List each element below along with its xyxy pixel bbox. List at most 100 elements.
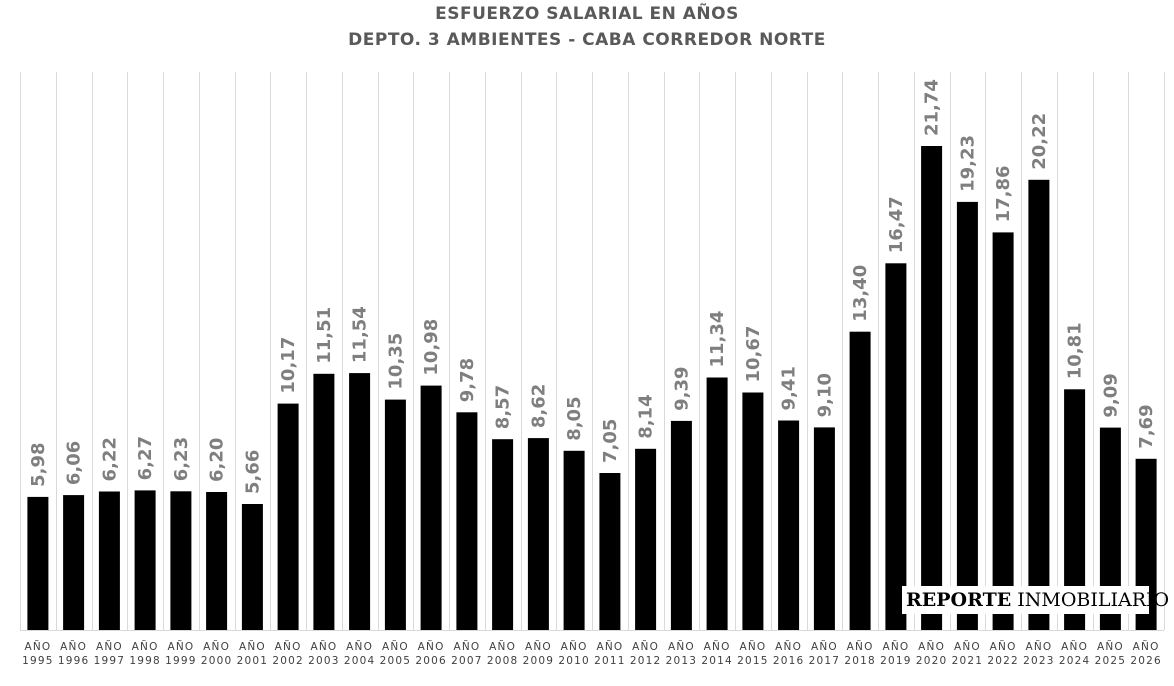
x-tick-label: 2024 — [1059, 655, 1091, 667]
data-label: 21,74 — [922, 79, 943, 136]
x-tick-label: 2011 — [594, 655, 626, 667]
bar — [921, 146, 943, 630]
data-label: 10,17 — [278, 337, 299, 394]
bar — [1064, 389, 1086, 630]
data-label: 6,27 — [135, 436, 156, 480]
x-tick-label: AÑO — [346, 640, 373, 653]
data-label: 6,06 — [64, 441, 85, 485]
data-label: 9,39 — [671, 366, 692, 410]
data-label: 11,51 — [314, 307, 335, 364]
data-label: 11,54 — [350, 306, 371, 363]
x-tick-label: 2018 — [844, 655, 876, 667]
bar — [635, 448, 657, 630]
chart-subtitle: DEPTO. 3 AMBIENTES - CABA CORREDOR NORTE — [348, 30, 826, 50]
x-tick-label: AÑO — [239, 640, 266, 653]
x-tick-label: 2012 — [630, 655, 662, 667]
x-tick-label: AÑO — [275, 640, 302, 653]
x-tick-label: AÑO — [489, 640, 516, 653]
data-label: 10,35 — [385, 333, 406, 390]
x-tick-label: AÑO — [668, 640, 695, 653]
x-tick-label: AÑO — [918, 640, 945, 653]
chart-title: ESFUERZO SALARIAL EN AÑOS — [435, 4, 739, 24]
x-tick-label: 1997 — [94, 655, 126, 667]
bar — [813, 427, 835, 630]
x-tick-label: AÑO — [596, 640, 623, 653]
x-tick-label: 2021 — [952, 655, 984, 667]
bar — [670, 420, 692, 630]
data-label: 19,23 — [957, 135, 978, 192]
x-tick-label: AÑO — [990, 640, 1017, 653]
bar — [778, 420, 800, 630]
data-label: 5,66 — [242, 450, 263, 494]
reporte-inmobiliario-logo: REPORTE INMOBILIARIO — [902, 586, 1169, 614]
x-tick-label: 2005 — [380, 655, 412, 667]
data-label: 9,41 — [779, 366, 800, 410]
data-label: 6,20 — [207, 438, 228, 482]
x-tick-label: AÑO — [203, 640, 230, 653]
x-tick-label: 2009 — [523, 655, 555, 667]
bar — [1028, 179, 1050, 631]
x-tick-label: 2010 — [558, 655, 590, 667]
bar — [456, 412, 478, 630]
x-tick-label: AÑO — [847, 640, 874, 653]
data-label: 8,05 — [564, 396, 585, 440]
x-tick-label: AÑO — [310, 640, 337, 653]
bar — [420, 385, 442, 630]
data-label: 9,78 — [457, 358, 478, 402]
bar — [492, 439, 514, 630]
x-tick-label: 1999 — [165, 655, 197, 667]
x-tick-label: 2014 — [701, 655, 733, 667]
x-tick-label: 2019 — [880, 655, 912, 667]
x-tick-label: 2025 — [1095, 655, 1127, 667]
x-tick-label: AÑO — [1133, 640, 1160, 653]
bar — [206, 492, 228, 630]
bar — [563, 450, 585, 630]
x-tick-label: AÑO — [739, 640, 766, 653]
data-label: 20,22 — [1029, 113, 1050, 170]
data-label: 8,14 — [636, 394, 657, 438]
x-tick-label: AÑO — [382, 640, 409, 653]
data-label: 8,62 — [528, 384, 549, 428]
x-tick-label: 2023 — [1023, 655, 1055, 667]
x-tick-label: AÑO — [632, 640, 659, 653]
data-label: 17,86 — [993, 165, 1014, 222]
bar — [956, 201, 978, 630]
x-tick-label: AÑO — [1061, 640, 1088, 653]
data-label: 7,69 — [1136, 404, 1157, 448]
x-tick-label: AÑO — [561, 640, 588, 653]
x-tick-label: AÑO — [453, 640, 480, 653]
x-tick-label: 1996 — [58, 655, 90, 667]
bar — [313, 373, 335, 630]
x-tick-label: 2001 — [237, 655, 269, 667]
x-tick-label: 2004 — [344, 655, 376, 667]
x-tick-label: AÑO — [954, 640, 981, 653]
x-tick-label: AÑO — [96, 640, 123, 653]
bar — [849, 331, 871, 630]
x-tick-label: AÑO — [1097, 640, 1124, 653]
x-tick-label: 1998 — [129, 655, 161, 667]
data-label: 7,05 — [600, 419, 621, 463]
bar — [27, 496, 49, 630]
data-label: 9,09 — [1100, 373, 1121, 417]
bar — [63, 495, 85, 630]
data-label: 10,67 — [743, 326, 764, 383]
bar — [98, 491, 120, 630]
x-tick-label: AÑO — [418, 640, 445, 653]
bar — [599, 473, 621, 630]
bar — [134, 490, 156, 630]
data-label: 11,34 — [707, 311, 728, 368]
x-tick-label: 1995 — [22, 655, 54, 667]
bar — [742, 392, 764, 630]
x-tick-label: 2026 — [1130, 655, 1162, 667]
bar — [706, 377, 728, 630]
data-label: 6,23 — [171, 437, 192, 481]
bar — [349, 373, 371, 630]
x-tick-label: 2013 — [666, 655, 698, 667]
x-tick-label: AÑO — [24, 640, 51, 653]
x-tick-label: AÑO — [811, 640, 838, 653]
bar — [170, 491, 192, 630]
data-label: 8,57 — [493, 385, 514, 429]
x-tick-label: AÑO — [132, 640, 159, 653]
x-tick-label: 2002 — [272, 655, 304, 667]
